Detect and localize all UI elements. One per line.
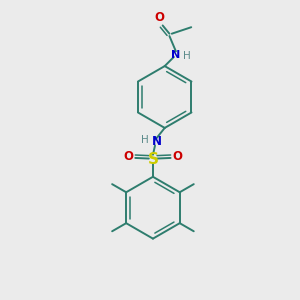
Text: N: N [171, 50, 181, 60]
Text: H: H [141, 135, 149, 145]
Text: N: N [152, 135, 161, 148]
Text: O: O [173, 150, 183, 163]
Text: H: H [183, 51, 191, 62]
Text: O: O [123, 150, 133, 163]
Text: S: S [147, 152, 158, 166]
Text: O: O [155, 11, 165, 24]
